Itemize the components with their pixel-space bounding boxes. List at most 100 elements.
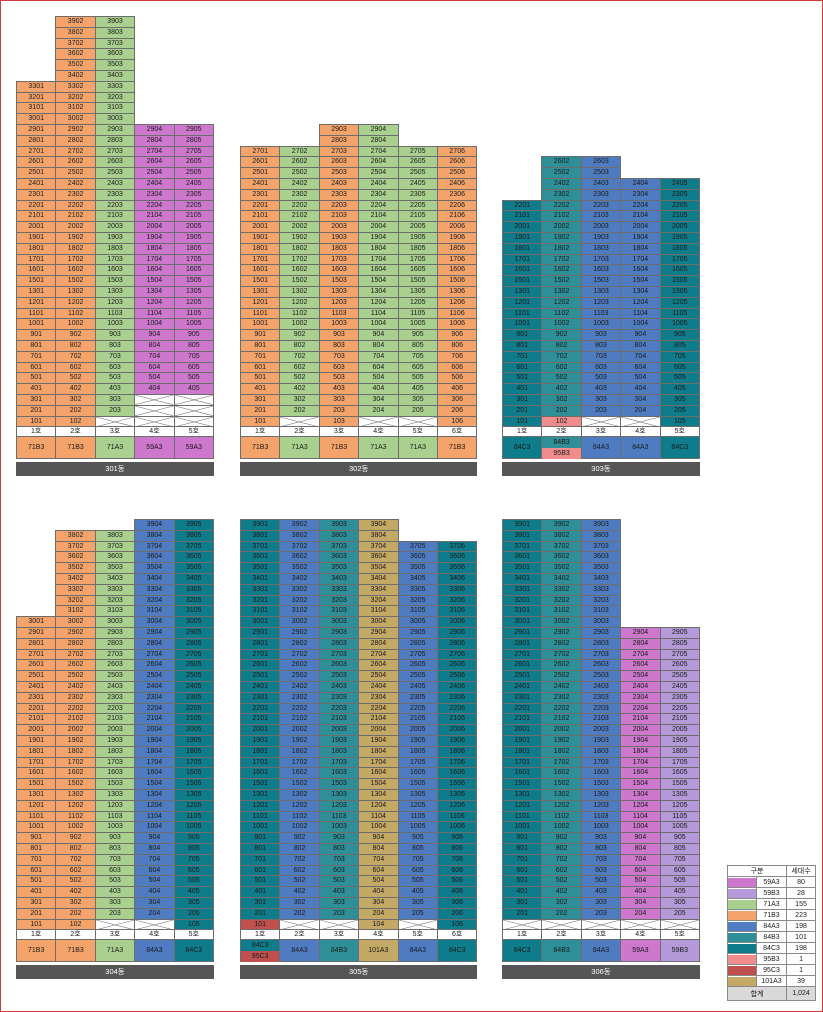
unit-cell[interactable]: 603 — [580, 361, 622, 374]
unit-cell[interactable]: 901 — [16, 329, 57, 341]
unit-cell[interactable]: 3502 — [55, 59, 96, 71]
unit-cell[interactable]: 204 — [620, 404, 661, 417]
unit-cell[interactable]: 603 — [94, 361, 136, 374]
unit-cell[interactable]: 2904 — [134, 627, 175, 639]
unit-cell[interactable]: 2904 — [358, 124, 399, 136]
unit-cell[interactable]: 1802 — [55, 745, 96, 758]
unit-cell[interactable]: 802 — [541, 340, 582, 352]
unit-cell[interactable]: 2704 — [620, 648, 661, 661]
unit-cell[interactable]: 1203 — [580, 296, 622, 309]
unit-cell[interactable]: 502 — [541, 875, 582, 888]
unit-cell[interactable]: 2501 — [16, 670, 57, 682]
unit-cell[interactable]: 403 — [94, 383, 136, 395]
unit-cell[interactable]: 1701 — [502, 253, 543, 266]
unit-cell[interactable]: 2605 — [397, 659, 438, 672]
unit-cell[interactable]: 1302 — [55, 789, 96, 801]
unit-cell[interactable]: 2602 — [279, 156, 320, 169]
unit-cell[interactable]: 2006 — [437, 724, 478, 736]
unit-cell[interactable]: 2801 — [240, 637, 281, 650]
unit-cell[interactable]: 2406 — [437, 681, 478, 693]
unit-cell[interactable]: 3205 — [173, 594, 214, 607]
unit-cell[interactable]: 806 — [437, 340, 478, 352]
unit-cell[interactable]: 2504 — [358, 670, 399, 682]
unit-cell[interactable]: 502 — [279, 372, 320, 385]
unit-cell[interactable]: 1205 — [659, 799, 700, 812]
unit-cell[interactable]: 501 — [240, 875, 281, 888]
unit-cell[interactable]: 2503 — [580, 670, 622, 682]
unit-cell[interactable]: 3901 — [240, 519, 281, 531]
unit-cell[interactable]: 1603 — [318, 264, 360, 277]
unit-cell[interactable]: 803 — [580, 843, 622, 855]
unit-cell[interactable]: 702 — [55, 350, 96, 363]
unit-cell[interactable]: 902 — [541, 832, 582, 844]
unit-cell[interactable]: 403 — [94, 886, 136, 898]
unit-cell[interactable]: 1302 — [541, 789, 582, 801]
unit-cell[interactable]: 405 — [659, 886, 700, 898]
unit-cell[interactable]: 401 — [16, 383, 57, 395]
unit-cell[interactable]: 2501 — [502, 670, 543, 682]
unit-cell[interactable]: 1204 — [358, 799, 399, 812]
unit-cell[interactable]: 2401 — [16, 178, 57, 190]
unit-cell[interactable]: 1702 — [541, 253, 582, 266]
unit-cell[interactable]: 1705 — [397, 756, 438, 769]
unit-cell[interactable]: 506 — [437, 875, 478, 888]
unit-cell[interactable]: 1605 — [659, 264, 700, 277]
unit-cell[interactable]: 804 — [620, 843, 661, 855]
unit-cell[interactable]: 3901 — [502, 519, 543, 531]
unit-cell[interactable]: 2101 — [240, 713, 281, 726]
unit-cell[interactable]: 3105 — [397, 605, 438, 618]
unit-cell[interactable]: 1901 — [502, 232, 543, 244]
unit-cell[interactable]: 404 — [134, 383, 175, 395]
unit-cell[interactable]: 401 — [502, 383, 543, 395]
unit-cell[interactable]: 2803 — [94, 637, 136, 650]
unit-cell[interactable]: 3002 — [55, 616, 96, 628]
unit-cell[interactable]: 805 — [659, 340, 700, 352]
unit-cell[interactable]: 2002 — [279, 724, 320, 736]
unit-cell[interactable]: 1302 — [541, 286, 582, 298]
unit-cell[interactable]: 903 — [318, 329, 360, 341]
unit-cell[interactable]: 3301 — [240, 583, 281, 596]
unit-cell[interactable]: 1506 — [437, 778, 478, 790]
unit-cell[interactable]: 2002 — [541, 724, 582, 736]
unit-cell[interactable]: 1103 — [580, 810, 622, 823]
unit-cell[interactable]: 1203 — [318, 799, 360, 812]
unit-cell[interactable]: 605 — [397, 864, 438, 877]
unit-cell[interactable]: 3402 — [279, 573, 320, 585]
unit-cell[interactable]: 1204 — [358, 296, 399, 309]
unit-cell[interactable]: 1303 — [94, 789, 136, 801]
unit-cell[interactable]: 401 — [240, 383, 281, 395]
unit-cell[interactable]: 2502 — [55, 670, 96, 682]
unit-cell[interactable]: 904 — [134, 832, 175, 844]
unit-cell[interactable]: 2203 — [580, 702, 622, 715]
unit-cell[interactable]: 905 — [397, 329, 438, 341]
unit-cell[interactable]: 2705 — [397, 648, 438, 661]
unit-cell[interactable]: 3103 — [580, 605, 622, 618]
unit-cell[interactable]: 1103 — [318, 810, 360, 823]
unit-cell[interactable]: 3603 — [318, 551, 360, 564]
unit-cell[interactable]: 602 — [55, 864, 96, 877]
unit-cell[interactable]: 3102 — [541, 605, 582, 618]
unit-cell[interactable]: 2202 — [55, 702, 96, 715]
unit-cell[interactable]: 2701 — [16, 648, 57, 661]
unit-cell[interactable]: 1602 — [55, 264, 96, 277]
unit-cell[interactable]: 3202 — [279, 594, 320, 607]
unit-cell[interactable]: 2204 — [358, 199, 399, 212]
unit-cell[interactable]: 2203 — [94, 199, 136, 212]
unit-cell[interactable]: 1802 — [279, 242, 320, 255]
unit-cell[interactable]: 3704 — [134, 540, 175, 553]
unit-cell[interactable]: 1104 — [134, 307, 175, 320]
unit-cell[interactable]: 1802 — [279, 745, 320, 758]
unit-cell[interactable]: 3102 — [55, 605, 96, 618]
unit-cell[interactable]: 1703 — [318, 756, 360, 769]
unit-cell[interactable]: 704 — [620, 350, 661, 363]
unit-cell[interactable]: 2403 — [94, 178, 136, 190]
unit-cell[interactable]: 402 — [279, 886, 320, 898]
unit-cell[interactable]: 801 — [16, 340, 57, 352]
unit-cell[interactable]: 1301 — [16, 789, 57, 801]
unit-cell[interactable]: 1002 — [541, 318, 582, 331]
unit-cell[interactable]: 3504 — [358, 562, 399, 574]
unit-cell[interactable]: 404 — [620, 383, 661, 395]
unit-cell[interactable]: 2704 — [134, 648, 175, 661]
unit-cell[interactable]: 1806 — [437, 745, 478, 758]
unit-cell[interactable]: 3203 — [580, 594, 622, 607]
